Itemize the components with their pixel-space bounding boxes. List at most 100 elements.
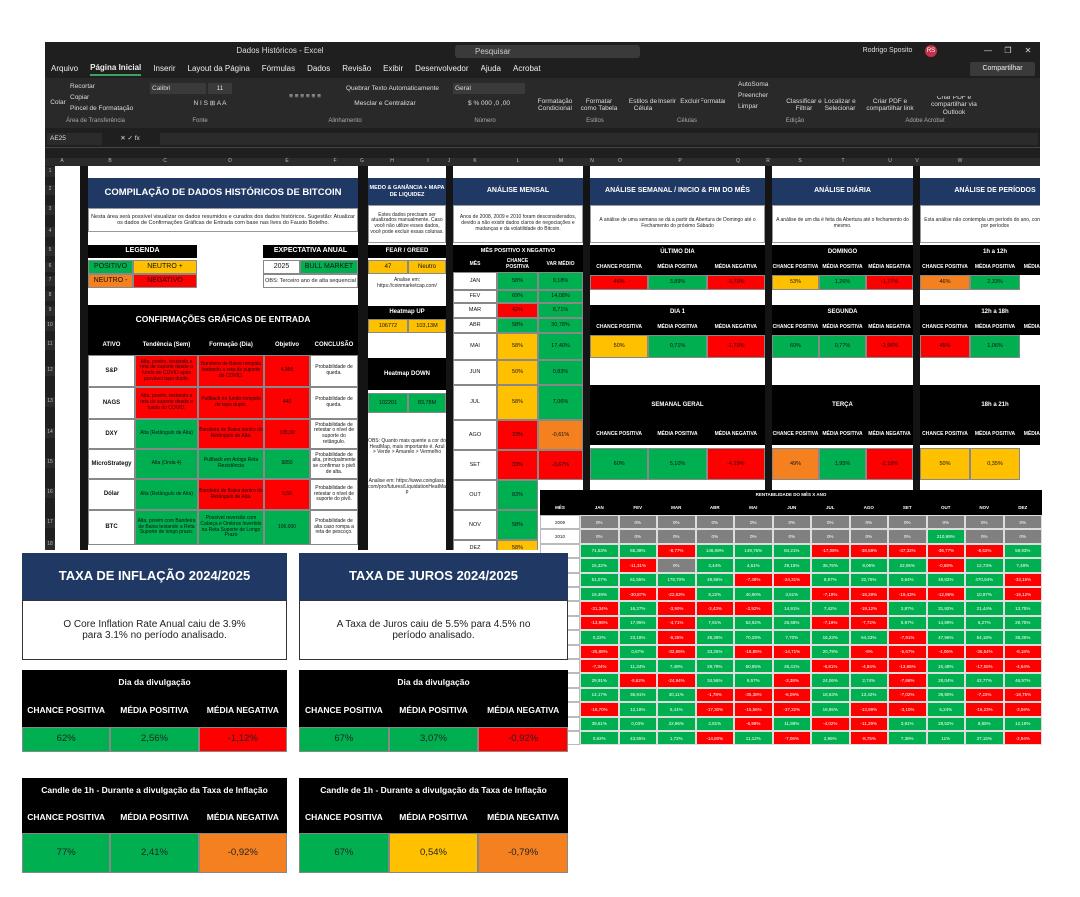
- column-header: C: [163, 158, 167, 165]
- ribbon-button[interactable]: Classificar e Filtrar: [786, 97, 822, 112]
- month-chance: 58%: [497, 272, 538, 290]
- ribbon-button[interactable]: Formatação Condicional: [537, 97, 573, 112]
- fg-label: Neutro: [408, 260, 446, 274]
- block-value: -1,70%: [706, 335, 765, 358]
- ribbon-button[interactable]: Colar: [50, 99, 66, 107]
- heatmap-cell: -3,38%: [772, 673, 811, 688]
- table-header: MÊS: [453, 258, 497, 272]
- heatmap-cell: 46,97%: [1003, 673, 1042, 688]
- ribbon-button[interactable]: Recortar: [70, 83, 95, 91]
- ribbon-tab[interactable]: Ajuda: [480, 64, 502, 74]
- heatmap-cell: 29,91%: [580, 673, 619, 688]
- ribbon-tab[interactable]: Arquivo: [51, 64, 79, 74]
- heatmap-header: AGO: [849, 500, 888, 515]
- font-size[interactable]: 11: [208, 83, 232, 94]
- card-value: 3,07%: [388, 727, 479, 752]
- heatmap-cell: -18,28%: [849, 587, 888, 602]
- ribbon-button[interactable]: Pincel de Formatação: [70, 105, 134, 113]
- ribbon-button[interactable]: Limpar: [738, 103, 758, 111]
- ribbon-button[interactable]: Estilos de Célula: [628, 97, 658, 112]
- ribbon-tab[interactable]: Revisão: [342, 64, 372, 74]
- section-title: ANÁLISE DE PERÍODOS: [920, 178, 1040, 205]
- obs-text: OBS: Quanto mais quente a cor do HeatMap…: [368, 425, 446, 470]
- block-value: 0,77%: [819, 335, 866, 358]
- table-cell: Bandeira de Baixa rompida testando a ret…: [198, 355, 264, 387]
- ribbon-tab[interactable]: Inserir: [153, 64, 176, 74]
- heatmap-cell: -25,88%: [580, 644, 619, 659]
- ribbon-button[interactable]: Formatar: [701, 98, 725, 106]
- ribbon-tab[interactable]: Exibir: [383, 64, 404, 74]
- heatmap-cell: 39,25%: [1003, 630, 1042, 645]
- table-cell: Pullback no fundo rompido de topo duplo.: [198, 387, 264, 419]
- group-label: Células: [676, 117, 697, 124]
- heatmap-year: 2010: [540, 529, 580, 544]
- heatmap-cell: -9%: [849, 644, 888, 659]
- month-chance: 58%: [497, 333, 538, 360]
- window-control[interactable]: ✕: [1024, 46, 1032, 56]
- ribbon-button[interactable]: Localizar e Selecionar: [824, 97, 856, 112]
- search-box[interactable]: Pesquisar: [455, 45, 640, 58]
- ribbon-tab[interactable]: Acrobat: [513, 64, 541, 74]
- month-var: 0,83%: [538, 360, 583, 385]
- section-title: ANÁLISE DIÁRIA: [772, 178, 913, 205]
- heatmap-cell: 0%: [1003, 515, 1042, 530]
- ribbon-button[interactable]: AutoSoma: [738, 81, 769, 89]
- heatmap-header: ABR: [695, 500, 734, 515]
- ribbon-button[interactable]: Mesclar e Centralizar: [354, 99, 416, 107]
- section-text: A análise de um dia é feita da Abertura …: [772, 205, 913, 243]
- card-header: MÉDIA NEGATIVA: [478, 803, 568, 833]
- column-header: K: [473, 158, 477, 165]
- expectation-note: OBS: Terceiro ano de alta sequencial: [263, 274, 358, 288]
- number-format[interactable]: Geral: [453, 83, 525, 94]
- name-box[interactable]: AE25: [47, 133, 102, 145]
- heatmap-cell: 34,56%: [695, 673, 734, 688]
- font-name[interactable]: Calibri: [150, 83, 206, 94]
- heatmap-cell: 22,96%: [657, 716, 696, 731]
- ribbon-button[interactable]: Formatar como Tabela: [580, 97, 618, 112]
- ribbon-tab[interactable]: Dados: [307, 64, 331, 74]
- table-cell: Alta (Retângulo de Alta): [135, 419, 198, 449]
- heatmap-cell: 0%: [657, 529, 696, 544]
- share-button[interactable]: Compartilhar: [970, 62, 1035, 76]
- heatmap-cell: 0%: [657, 558, 696, 573]
- ribbon-button[interactable]: Criar PDF e compartilhar via Outlook: [931, 96, 977, 114]
- card-header: MÉDIA NEGATIVA: [478, 695, 568, 727]
- heatmap-cell: -7,22%: [965, 687, 1004, 703]
- heatmap-cell: 11%: [926, 731, 965, 746]
- block-value: -1,96%: [866, 335, 913, 358]
- heatmap-cell: 149,75%: [734, 543, 773, 559]
- heatmap-cell: 8,97%: [811, 572, 850, 587]
- heatmap-cell: 28,52%: [926, 716, 965, 731]
- card-header: MÉDIA NEGATIVA: [198, 803, 287, 833]
- table-cell: 105,00: [264, 419, 310, 449]
- user-name: Rodrigo Sposito: [862, 46, 913, 54]
- heatmap-cell: 39,90%: [926, 687, 965, 703]
- heatmap-cell: 17,95%: [618, 615, 657, 631]
- heatmap-cell: -33,15%: [1003, 572, 1042, 587]
- section-title: ANÁLISE SEMANAL / INICIO & FIM DO MÊS: [590, 178, 765, 205]
- column-header: S: [798, 158, 802, 165]
- ribbon-button[interactable]: Criar PDF e compartilhar link: [866, 97, 914, 112]
- heatmap-cell: 8,06%: [849, 558, 888, 573]
- heatmap-cell: 48,82%: [926, 572, 965, 587]
- ribbon-tab[interactable]: Fórmulas: [261, 64, 296, 74]
- table-header: CHANCE POSITIVA: [772, 260, 819, 275]
- ribbon-button[interactable]: Quebrar Texto Automaticamente: [345, 84, 440, 92]
- ribbon-tab[interactable]: Layout da Página: [187, 64, 250, 74]
- window-control[interactable]: —: [984, 46, 992, 56]
- window-control[interactable]: ❐: [1004, 46, 1012, 56]
- formula-input[interactable]: [160, 133, 1038, 145]
- heatmap-cell: 0,03%: [618, 716, 657, 731]
- table-header: CHANCE POSITIVA: [920, 425, 970, 445]
- ribbon-tab[interactable]: Desenvolvedor: [415, 64, 469, 74]
- ribbon-button[interactable]: Excluir: [680, 98, 700, 106]
- ribbon-button[interactable]: Inserir: [657, 98, 677, 106]
- ribbon-tab[interactable]: Página Inicial: [90, 62, 142, 76]
- block-value: 3,89%: [648, 275, 707, 290]
- separator-column: [913, 166, 920, 550]
- legend-item: POSITIVO: [88, 260, 133, 274]
- month-label: MAI: [453, 333, 497, 360]
- ribbon-button[interactable]: Preencher: [738, 92, 768, 100]
- legend-item: NEGATIVO: [133, 274, 197, 288]
- ribbon-button[interactable]: Copiar: [70, 94, 90, 102]
